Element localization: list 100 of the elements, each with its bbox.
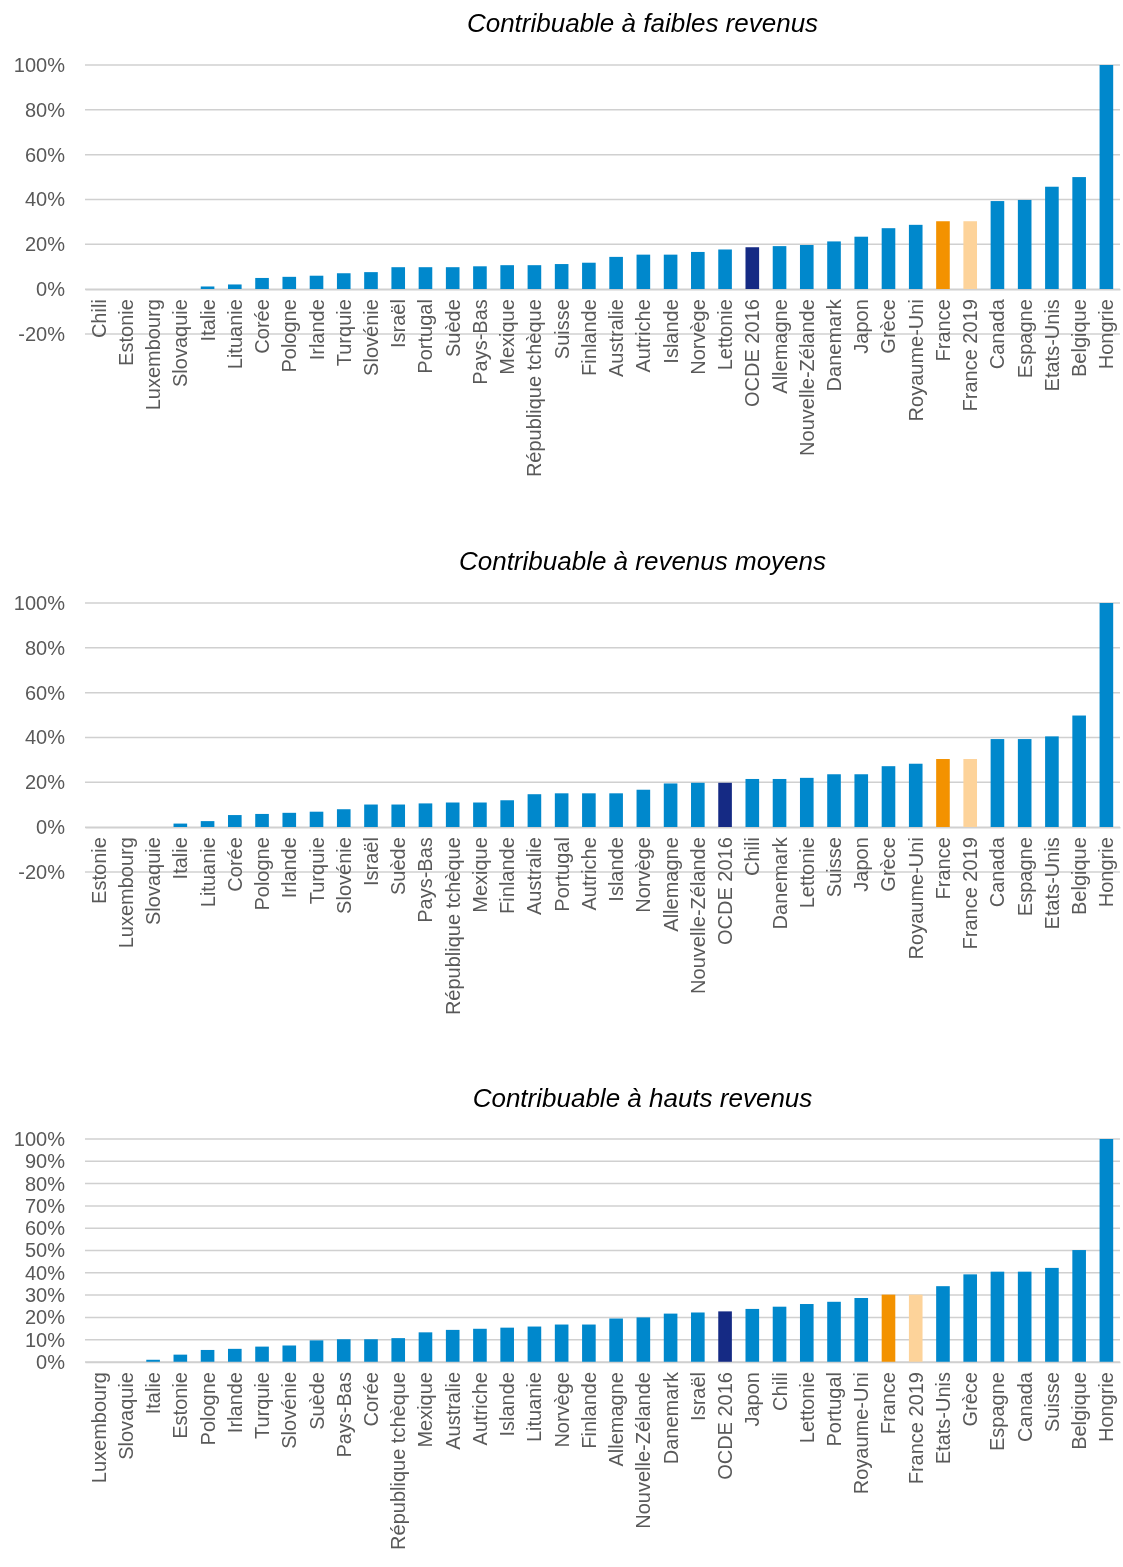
x-tick-label: Estonie: [87, 837, 110, 904]
y-tick-label: 100%: [13, 591, 66, 614]
y-tick-label: 40%: [24, 188, 66, 211]
x-tick-label: Islande: [659, 299, 682, 364]
bar: [255, 277, 269, 290]
x-tick-label: Italie: [169, 837, 192, 880]
x-tick-label: Hongrie: [1095, 837, 1118, 908]
bar: [990, 739, 1005, 828]
x-tick-label: Allemagne: [768, 299, 791, 394]
x-tick-label: France: [931, 299, 954, 362]
bar: [582, 262, 596, 290]
bar: [799, 245, 814, 290]
x-tick-label: Danemark: [659, 1371, 682, 1465]
bar: [827, 774, 841, 828]
x-tick-label: Etats-Unis: [1040, 837, 1063, 930]
bar: [936, 759, 950, 828]
x-tick-label: Pays-Bas: [332, 1372, 355, 1458]
x-tick-label: Finlande: [577, 1372, 600, 1449]
x-tick-label: Turquie: [305, 837, 328, 905]
y-tick-label: 20%: [24, 771, 66, 794]
x-tick-label: Suède: [441, 299, 464, 358]
chart-title: Contribuable à faibles revenus: [466, 8, 819, 38]
y-tick-label: 30%: [24, 1284, 66, 1306]
x-tick-label: Lituanie: [523, 1372, 546, 1443]
x-tick-label: Islande: [496, 1372, 519, 1437]
x-tick-label: Canada: [986, 298, 1009, 370]
x-tick-label: Royaume-Uni: [904, 837, 927, 960]
bar: [908, 763, 923, 828]
x-tick-label: Lettonie: [795, 1372, 818, 1444]
bar: [718, 1311, 732, 1362]
y-tick-label: 50%: [24, 1239, 66, 1262]
bar: [990, 1271, 1005, 1363]
bar: [718, 782, 732, 828]
x-tick-label: République tchèque: [387, 1372, 410, 1550]
bar: [582, 793, 596, 828]
bar: [500, 1327, 514, 1362]
x-tick-label: Nouvelle-Zélande: [632, 1372, 655, 1529]
bar: [1045, 186, 1059, 290]
bar: [691, 251, 705, 290]
bar: [282, 812, 297, 828]
y-tick-label: 60%: [24, 1217, 66, 1240]
x-tick-label: Nouvelle-Zélande: [795, 299, 818, 456]
x-tick-label: Turquie: [332, 299, 355, 367]
bar: [1017, 1271, 1032, 1363]
y-tick-label: 100%: [13, 1127, 66, 1150]
x-tick-label: Australie: [523, 837, 546, 915]
bar: [391, 267, 406, 290]
x-tick-label: Lettonie: [795, 837, 818, 909]
x-tick-label: Finlande: [496, 837, 519, 914]
bar: [473, 802, 487, 828]
x-tick-label: Grèce: [877, 837, 900, 892]
x-tick-label: Suisse: [823, 837, 846, 898]
bar: [554, 264, 569, 290]
x-tick-label: Luxembourg: [142, 299, 165, 411]
y-tick-label: 80%: [24, 636, 66, 659]
bar: [527, 794, 542, 828]
x-tick-label: Turquie: [251, 1372, 274, 1440]
bar: [1072, 715, 1086, 828]
bar: [936, 221, 950, 290]
x-tick-label: Autriche: [632, 299, 655, 373]
y-tick-label: 20%: [24, 1306, 66, 1329]
chart-title: Contribuable à revenus moyens: [458, 546, 827, 576]
bar: [1017, 739, 1032, 828]
bar: [173, 1354, 188, 1362]
y-tick-label: 0%: [36, 816, 66, 839]
bar: [609, 793, 623, 828]
x-tick-label: Australie: [441, 1372, 464, 1450]
y-tick-label: 10%: [24, 1328, 66, 1351]
bar: [227, 1348, 242, 1362]
y-tick-label: 70%: [24, 1194, 66, 1217]
bar: [609, 256, 623, 290]
bar: [582, 1324, 596, 1362]
bar: [227, 815, 242, 828]
bar: [1099, 1139, 1114, 1362]
x-tick-label: Corée: [359, 1372, 382, 1427]
x-tick-label: Chili: [741, 837, 764, 877]
bar: [1099, 603, 1114, 828]
bar: [1045, 1267, 1059, 1362]
bar: [772, 778, 787, 828]
x-tick-label: Irlande: [305, 299, 328, 361]
chart-title: Contribuable à hauts revenus: [472, 1083, 813, 1113]
bar: [1072, 177, 1086, 290]
x-tick-label: Irlande: [223, 1372, 246, 1434]
bar: [881, 228, 896, 290]
x-tick-label: France 2019: [959, 837, 982, 950]
bar: [745, 1308, 760, 1362]
bar: [799, 777, 814, 828]
x-tick-label: France: [877, 1372, 900, 1435]
x-tick-label: Danemark: [768, 836, 791, 930]
x-tick-label: Grèce: [959, 1372, 982, 1427]
x-tick-label: Italie: [142, 1372, 165, 1415]
x-tick-label: Suède: [305, 1372, 328, 1430]
x-tick-label: Corée: [251, 299, 274, 354]
x-tick-label: Finlande: [577, 299, 600, 376]
bar: [364, 1339, 378, 1362]
x-tick-label: Norvège: [550, 1372, 573, 1448]
bar: [772, 246, 787, 290]
x-tick-label: République tchèque: [523, 299, 546, 478]
bar: [282, 276, 297, 290]
bar: [663, 1313, 678, 1362]
